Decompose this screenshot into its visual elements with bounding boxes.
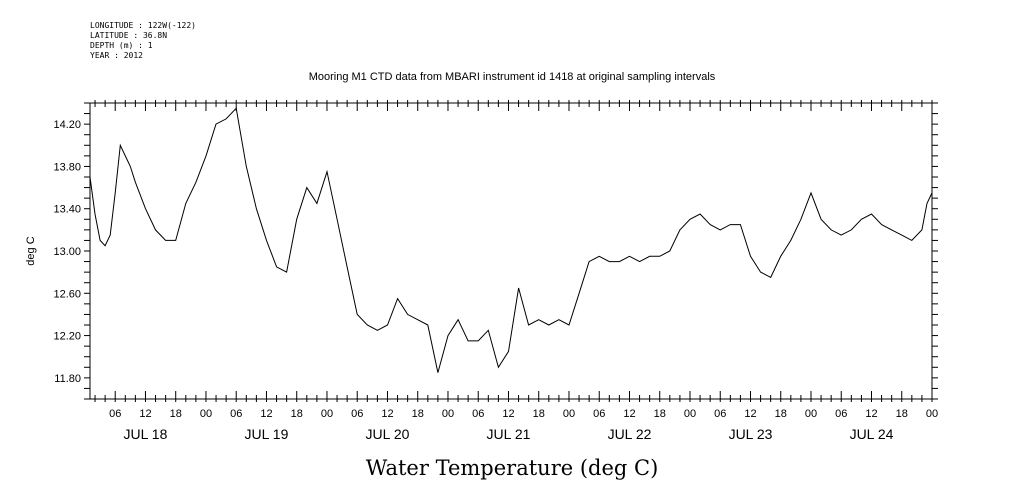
x-hour-label: 18 (775, 408, 787, 420)
x-hour-label: 06 (593, 408, 605, 420)
x-hour-label: 18 (654, 408, 666, 420)
x-day-label: JUL 20 (366, 426, 410, 442)
x-hour-label: 06 (835, 408, 847, 420)
x-hour-label: 12 (381, 408, 393, 420)
y-tick-label: 13.00 (53, 246, 81, 258)
x-hour-label: 06 (351, 408, 363, 420)
y-tick-label: 12.60 (53, 288, 81, 300)
chart-metadata: LONGITUDE : 122W(-122) LATITUDE : 36.8N … (90, 21, 196, 61)
x-day-label: JUL 23 (729, 426, 773, 442)
chart-title: Water Temperature (deg C) (366, 456, 659, 480)
x-hour-label: 00 (684, 408, 696, 420)
plot-frame (89, 102, 933, 400)
y-tick-label: 11.80 (54, 373, 81, 385)
x-day-label: JUL 21 (487, 426, 531, 442)
x-hour-label: 18 (170, 408, 182, 420)
x-hour-label: 06 (109, 408, 121, 420)
plot-title: Mooring M1 CTD data from MBARI instrumen… (309, 71, 716, 83)
x-hour-label: 18 (412, 408, 424, 420)
x-hour-label: 18 (533, 408, 545, 420)
x-hour-label: 00 (200, 408, 212, 420)
y-tick-label: 13.80 (53, 161, 81, 173)
y-tick-label: 12.20 (53, 331, 81, 343)
axis-ticks (84, 100, 938, 402)
x-day-label: JUL 18 (124, 426, 168, 442)
x-hour-label: 12 (502, 408, 514, 420)
x-day-label: JUL 24 (850, 426, 894, 442)
x-hour-label: 00 (442, 408, 454, 420)
x-hour-label: 12 (260, 408, 272, 420)
y-tick-label: 13.40 (53, 204, 81, 216)
x-hour-label: 06 (230, 408, 242, 420)
depth-label: DEPTH (m) : 1 (90, 41, 153, 50)
y-axis-labels: 11.80 12.20 12.60 13.00 13.40 13.80 14.20 (53, 119, 81, 385)
x-hour-label: 00 (321, 408, 333, 420)
x-hour-label: 00 (563, 408, 575, 420)
x-day-label: JUL 22 (608, 426, 652, 442)
x-axis-hour-labels: 06 12 18 00 06 12 18 00 06 12 18 00 06 12 18 00 06 12 18 00… (109, 408, 938, 420)
water-temperature-line (89, 107, 933, 373)
x-hour-label: 12 (865, 408, 877, 420)
y-tick-label: 14.20 (53, 119, 81, 131)
x-hour-label: 18 (291, 408, 303, 420)
x-hour-label: 06 (714, 408, 726, 420)
longitude-label: LONGITUDE : 122W(-122) (90, 21, 196, 30)
x-hour-label: 12 (744, 408, 756, 420)
latitude-label: LATITUDE : 36.8N (90, 31, 168, 40)
x-axis-day-labels: JUL 18 JUL 19 JUL 20 JUL 21 JUL 22 JUL 23 JUL … (124, 426, 894, 442)
x-hour-label: 06 (472, 408, 484, 420)
x-hour-label: 00 (805, 408, 817, 420)
x-hour-label: 18 (896, 408, 908, 420)
x-hour-label: 00 (926, 408, 938, 420)
x-hour-label: 12 (623, 408, 635, 420)
x-day-label: JUL 19 (245, 426, 289, 442)
year-label: YEAR : 2012 (90, 51, 143, 60)
x-hour-label: 12 (139, 408, 151, 420)
y-axis-title: deg C (25, 236, 37, 265)
